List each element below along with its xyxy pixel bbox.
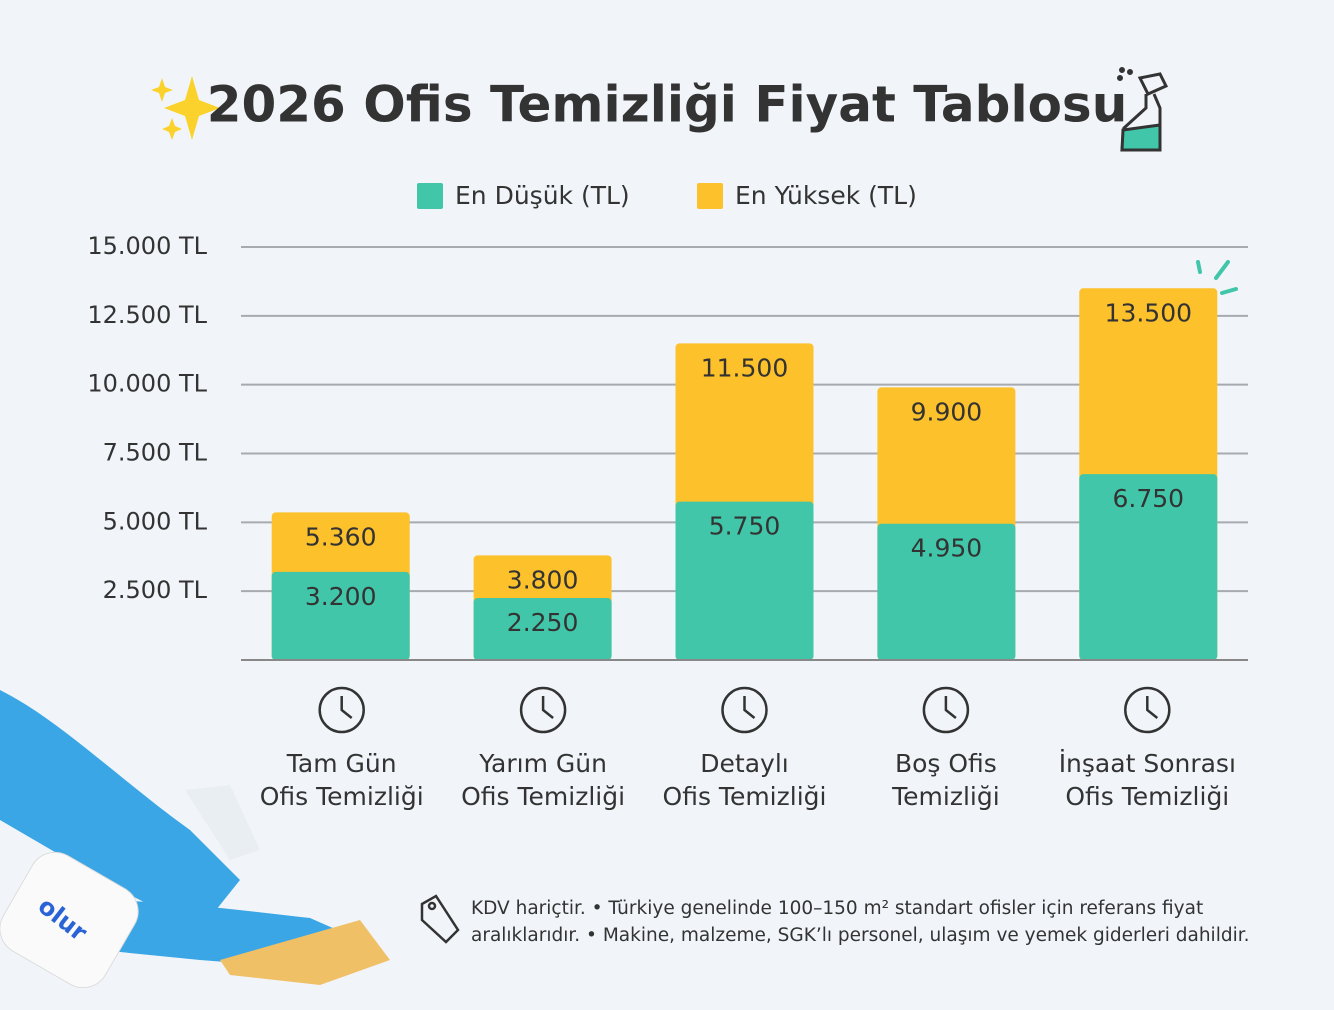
y-tick-label: 10.000 TL [87,370,207,398]
y-tick-label: 15.000 TL [87,232,207,260]
icon-shape [721,686,768,734]
sparkles [151,76,220,140]
value-label: 11.500 [701,353,788,382]
bar [271,571,410,660]
bar [473,598,612,660]
bar [675,501,814,660]
y-tick-label: 5.000 TL [103,507,208,535]
icon-shape [1124,686,1171,734]
value-label: 9.900 [911,397,983,426]
value-label: 2.250 [507,608,579,637]
value-label: 3.200 [305,582,377,611]
bar [1079,474,1218,660]
x-tick-label: İnşaat Sonrası [1059,749,1236,778]
x-tick-label: Ofis Temizliği [461,782,625,811]
category-icon [922,686,970,734]
x-tick-label: Ofis Temizliği [1065,782,1229,811]
category-icon [1124,686,1171,734]
value-label: 5.360 [305,522,377,551]
value-label: 13.500 [1105,298,1192,327]
x-tick-label: Yarım Gün [478,749,607,778]
tag-icon [420,894,460,944]
icon-shape [519,686,567,734]
footnote: aralıklarıdır. • Makine, malzeme, SGK’lı… [471,925,1250,946]
x-tick-label: Ofis Temizliği [663,782,827,811]
value-label: 3.800 [507,565,579,594]
category-icon [519,686,567,734]
y-tick-label: 12.500 TL [87,301,207,329]
value-label: 4.950 [911,534,983,563]
legend-label: En Düşük (TL) [455,181,630,210]
x-tick-label: Boş Ofis [895,749,997,778]
x-tick-label: Temizliği [891,782,1000,811]
legend-swatch [697,183,723,209]
icon-shape [1146,696,1159,719]
gloves-illustration: olur [0,690,390,989]
category-icon [318,686,365,734]
x-tick-label: Ofis Temizliği [260,782,424,811]
value-label: 6.750 [1113,484,1185,513]
chart-title: 2026 Ofis Temizliği Fiyat Tablosu [207,76,1128,134]
icon-shape [340,696,353,719]
legend-swatch [417,183,443,209]
x-tick-label: Detaylı [700,749,788,778]
spray-icon [1117,67,1169,152]
icon-shape [541,696,554,719]
category-icon [721,686,768,734]
x-tick-label: Tam Gün [286,749,397,778]
y-tick-label: 7.500 TL [103,439,208,467]
bar [877,523,1016,660]
icon-shape [318,686,365,734]
sparkle-lines [1196,260,1238,295]
legend-label: En Yüksek (TL) [735,181,917,210]
footnote: KDV hariçtir. • Türkiye genelinde 100–15… [471,898,1203,919]
value-label: 5.750 [709,512,781,541]
y-tick-label: 2.500 TL [103,576,208,604]
icon-shape [922,686,970,734]
icon-shape [743,696,756,719]
icon-shape [944,696,957,719]
